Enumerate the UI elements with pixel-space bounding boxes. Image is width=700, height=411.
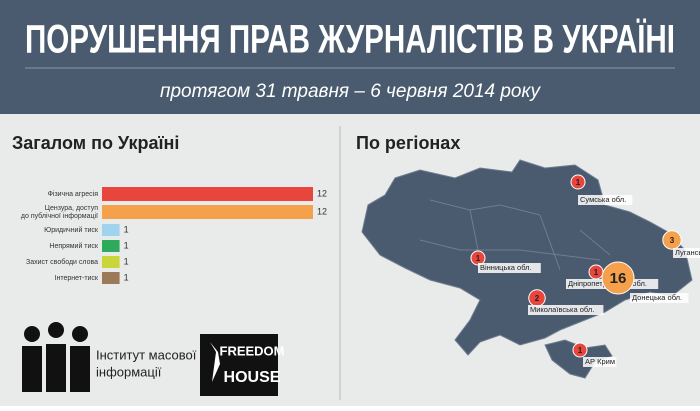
- value-label: 1: [124, 272, 129, 282]
- value-label: 12: [317, 188, 327, 198]
- category-label: Фізична агресія: [48, 190, 99, 198]
- bar: [102, 205, 313, 219]
- region-label: Вінницька обл.: [480, 263, 532, 272]
- fh-name: FREEDOM: [220, 343, 285, 358]
- region-value: 1: [476, 254, 481, 263]
- region-label-bg: [578, 195, 633, 205]
- category-label: Цензура, доступ до публічної інформації: [21, 205, 98, 220]
- logo-dot: [48, 322, 64, 338]
- bar: [102, 272, 120, 284]
- header-band: [0, 0, 700, 114]
- logo-dot: [24, 326, 40, 342]
- category-label: Захист свободи слова: [26, 258, 98, 266]
- bar: [102, 256, 120, 268]
- category-label: Непрямий тиск: [49, 242, 99, 250]
- region-value: 1: [594, 268, 599, 277]
- logo-bars: [22, 344, 90, 392]
- imi-name: інформації: [96, 364, 162, 379]
- subtitle: протягом 31 травня – 6 червня 2014 року: [160, 81, 541, 102]
- category-label: Юридичний тиск: [44, 226, 99, 234]
- region-label-bg: [528, 305, 604, 315]
- region-marker: [572, 342, 588, 358]
- region-label: Миколаївська обл.: [530, 305, 594, 314]
- region-marker: [601, 261, 635, 295]
- bar: [102, 240, 120, 252]
- region-value: 1: [578, 346, 583, 355]
- region-label-bg: [673, 248, 700, 258]
- region-value: 1: [576, 178, 581, 187]
- imi-logo: [22, 322, 90, 392]
- category-label: Інтернет-тиск: [55, 275, 99, 282]
- region-borders: [419, 199, 611, 271]
- value-label: 1: [124, 240, 129, 250]
- region-label: Донецька обл.: [632, 293, 682, 302]
- title: ПОРУШЕННЯ ПРАВ ЖУРНАЛІСТІВ В УКРАЇНІ: [25, 18, 675, 62]
- fh-name: HOUSE: [224, 369, 281, 386]
- fh-logo: [200, 334, 278, 396]
- value-label: 1: [124, 224, 129, 234]
- bar: [102, 187, 313, 201]
- region-label-bg: [583, 357, 617, 367]
- region-label: Сумська обл.: [580, 195, 626, 204]
- region-value: 16: [610, 270, 627, 287]
- fh-torch: [210, 342, 220, 382]
- region-value: 2: [535, 294, 540, 303]
- region-value: 3: [670, 236, 675, 245]
- region-label: Луганська обл.: [675, 248, 700, 257]
- region-marker: [570, 174, 586, 190]
- region-label-bg: [478, 263, 541, 273]
- logo-dot: [72, 326, 88, 342]
- region-label: АР Крим: [585, 357, 615, 366]
- region-label-bg: [630, 293, 689, 303]
- value-label: 12: [317, 206, 327, 216]
- value-label: 1: [124, 256, 129, 266]
- chart-title: Загалом по Україні: [12, 133, 179, 153]
- bar: [102, 224, 120, 236]
- map-title: По регіонах: [356, 133, 460, 153]
- ukraine-mainland: [361, 159, 693, 356]
- region-marker: [662, 230, 682, 250]
- imi-name: Інститут масової: [96, 347, 197, 362]
